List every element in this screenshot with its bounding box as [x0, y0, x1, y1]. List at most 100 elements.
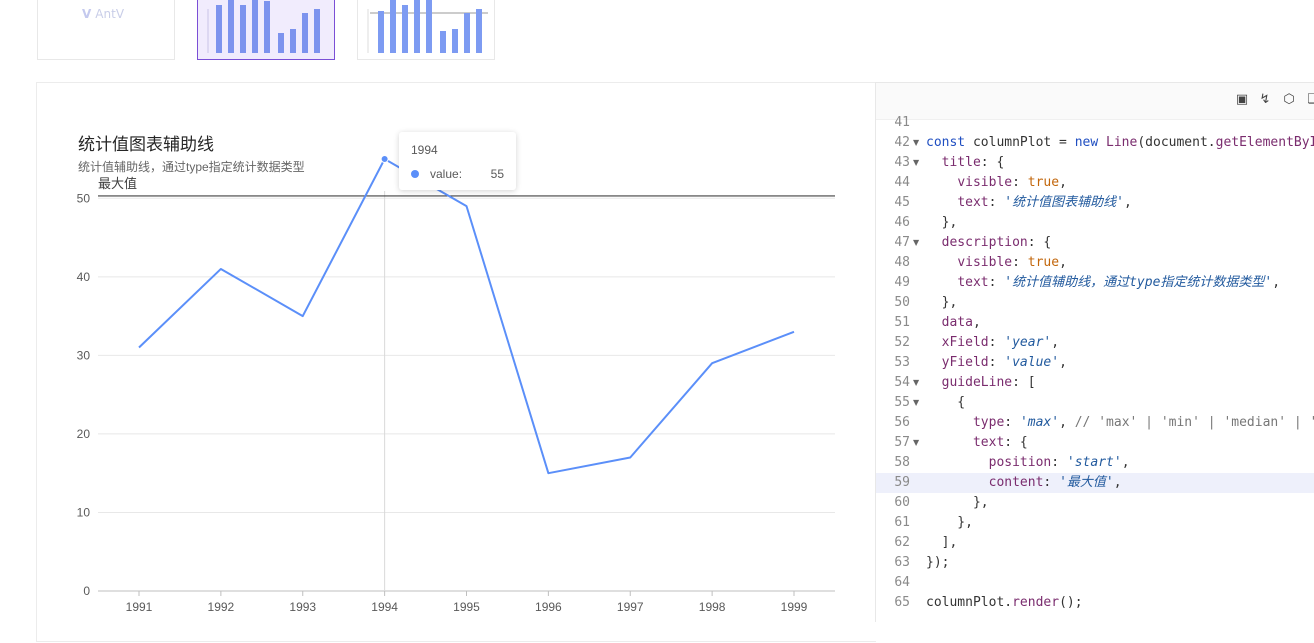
fold-toggle-icon[interactable]: ▼ — [913, 238, 920, 247]
code-line[interactable]: 58 position: 'start', — [876, 453, 1314, 473]
line-number: 55 — [894, 395, 910, 410]
line-number: 42 — [894, 135, 910, 150]
chart-tooltip: 1994 value: 55 — [399, 132, 516, 190]
line-number: 64 — [894, 575, 910, 590]
line-number: 58 — [894, 455, 910, 470]
code-text: xField: 'year', — [941, 335, 1060, 350]
chart-description: 统计值辅助线，通过type指定统计数据类型 — [78, 160, 305, 174]
code-line[interactable]: 61 }, — [876, 513, 1314, 533]
line-number: 59 — [894, 475, 910, 490]
code-line[interactable]: 56 type: 'max', // 'max' | 'min' | 'medi… — [876, 413, 1314, 433]
code-line[interactable]: 41 — [876, 113, 1314, 133]
line-number: 62 — [894, 535, 910, 550]
code-line[interactable]: 60 }, — [876, 493, 1314, 513]
line-chart[interactable]: 0 10 20 30 40 50 1991 1992 1993 1994 1995 1996 1997 1… — [37, 83, 877, 643]
code-line[interactable]: 42 ▼ const columnPlot = new Line(document.… — [876, 133, 1314, 153]
x-tick-label: 1997 — [617, 600, 644, 614]
code-line[interactable]: 59 content: '最大值', — [876, 473, 1314, 493]
x-tick-label: 1992 — [208, 600, 235, 614]
chart-title: 统计值图表辅助线 — [78, 135, 214, 154]
code-line[interactable]: 43 ▼ title: { — [876, 153, 1314, 173]
line-number: 51 — [894, 315, 910, 330]
fold-toggle-icon[interactable]: ▼ — [913, 158, 920, 167]
thumbnail-column-chart-selected[interactable] — [197, 0, 335, 60]
code-line[interactable]: 55 ▼ { — [876, 393, 1314, 413]
code-line[interactable]: 50 }, — [876, 293, 1314, 313]
code-line[interactable]: 53 yField: 'value', — [876, 353, 1314, 373]
code-line[interactable]: 63}); — [876, 553, 1314, 573]
line-number: 44 — [894, 175, 910, 190]
guide-line-label: 最大值 — [98, 176, 137, 192]
line-number: 49 — [894, 275, 910, 290]
code-line[interactable]: 46 }, — [876, 213, 1314, 233]
copy-icon[interactable]: ❏ — [1305, 92, 1314, 108]
fold-toggle-icon[interactable]: ▼ — [913, 398, 920, 407]
line-number: 52 — [894, 335, 910, 350]
code-lines[interactable]: 41 42 ▼ const columnPlot = new Line(documen… — [876, 113, 1314, 613]
fold-toggle-icon[interactable]: ▼ — [913, 378, 920, 387]
code-line[interactable]: 57 ▼ text: { — [876, 433, 1314, 453]
code-line[interactable]: 62 ], — [876, 533, 1314, 553]
code-text: data, — [941, 315, 981, 330]
code-text: { — [926, 395, 966, 410]
code-line[interactable]: 45 text: '统计值图表辅助线', — [876, 193, 1314, 213]
line-number: 56 — [894, 415, 910, 430]
code-text: }); — [926, 555, 950, 570]
chart-demo-area: 统计值图表辅助线 统计值辅助线，通过type指定统计数据类型 0 10 20 30 40… — [36, 82, 876, 642]
line-number: 43 — [894, 155, 910, 170]
code-text: description: { — [941, 235, 1052, 250]
code-text: visible: true, — [957, 175, 1067, 190]
thumbnail-bars — [207, 0, 320, 53]
code-text: text: { — [972, 435, 1028, 450]
y-tick-label: 40 — [77, 270, 91, 284]
y-tick-label: 50 — [77, 191, 91, 205]
code-text: text: '统计值图表辅助线', — [957, 195, 1132, 210]
line-number: 50 — [894, 295, 910, 310]
code-line[interactable]: 49 text: '统计值辅助线，通过type指定统计数据类型', — [876, 273, 1314, 293]
x-tick-label: 1998 — [699, 600, 726, 614]
y-tick-label: 0 — [83, 584, 90, 598]
code-line[interactable]: 44 visible: true, — [876, 173, 1314, 193]
code-text: ], — [926, 535, 958, 550]
line-number: 46 — [894, 215, 910, 230]
example-thumbnails: V AntV — [0, 0, 1314, 70]
tooltip-value: 55 — [490, 167, 504, 181]
code-text: type: 'max', // 'max' | 'min' | 'median'… — [972, 415, 1314, 430]
code-text: text: '统计值辅助线，通过type指定统计数据类型', — [957, 275, 1281, 290]
code-text: const columnPlot = new Line(document.get… — [926, 135, 1314, 150]
x-tick-label: 1995 — [453, 600, 480, 614]
code-text: }, — [926, 295, 958, 310]
cube-icon[interactable]: ⬡ — [1283, 92, 1295, 107]
antv-logo: V AntV — [82, 7, 125, 21]
tooltip-name: value: — [430, 167, 463, 181]
code-text: columnPlot.render(); — [926, 595, 1083, 610]
series-line — [138, 158, 795, 475]
code-line[interactable]: 48 visible: true, — [876, 253, 1314, 273]
code-line[interactable]: 65 columnPlot.render(); — [876, 593, 1314, 613]
line-number: 63 — [894, 555, 910, 570]
code-text: }, — [926, 515, 973, 530]
x-tick-label: 1999 — [781, 600, 808, 614]
thumbnail-antv[interactable]: V AntV — [37, 0, 175, 60]
tooltip-marker — [411, 170, 419, 178]
code-text: position: 'start', — [988, 455, 1130, 470]
codesandbox-icon[interactable]: ▣ — [1235, 92, 1249, 107]
code-line[interactable]: 51 data, — [876, 313, 1314, 333]
line-number: 47 — [894, 235, 910, 250]
line-number: 65 — [894, 595, 910, 610]
lightning-icon[interactable]: ↯ — [1259, 92, 1271, 107]
code-line[interactable]: 47 ▼ description: { — [876, 233, 1314, 253]
fold-toggle-icon[interactable]: ▼ — [913, 138, 920, 147]
code-line[interactable]: 52 xField: 'year', — [876, 333, 1314, 353]
y-tick-label: 10 — [77, 505, 91, 519]
fold-toggle-icon[interactable]: ▼ — [913, 438, 920, 447]
x-tick-label: 1993 — [289, 600, 316, 614]
thumbnail-column-chart-guide[interactable] — [357, 0, 495, 60]
code-text: visible: true, — [957, 255, 1067, 270]
tooltip-title: 1994 — [411, 143, 438, 157]
code-text: }, — [926, 215, 958, 230]
code-line[interactable]: 64 — [876, 573, 1314, 593]
code-line[interactable]: 54 ▼ guideLine: [ — [876, 373, 1314, 393]
x-tick-label: 1996 — [535, 600, 562, 614]
